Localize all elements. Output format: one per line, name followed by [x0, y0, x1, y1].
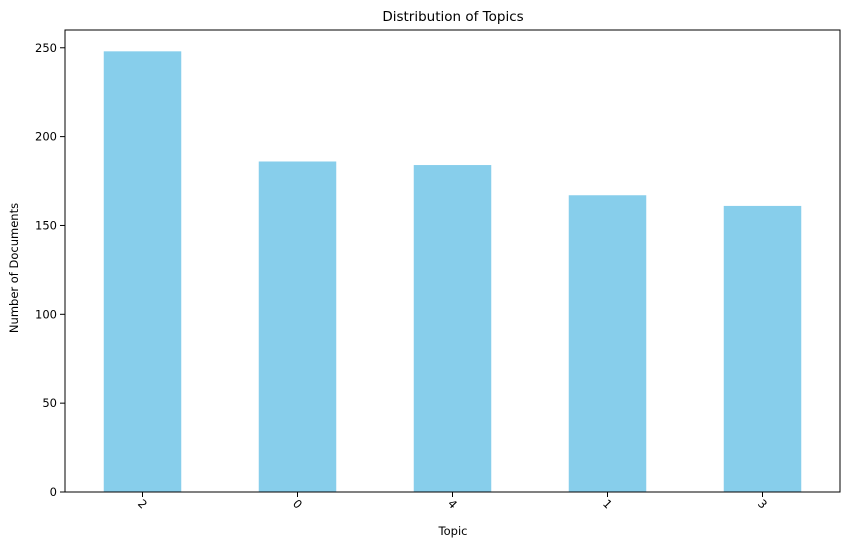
x-tick-label: 2	[135, 496, 150, 511]
x-tick-label: 3	[755, 496, 770, 511]
y-tick-label: 250	[35, 41, 57, 55]
x-tick-label: 1	[600, 496, 615, 511]
y-tick-label: 150	[35, 218, 57, 232]
y-tick-label: 0	[50, 485, 57, 499]
bar-0	[258, 161, 337, 492]
x-axis-label: Topic	[438, 524, 468, 538]
plot-area: 0 50 100 150 200 250 2 0 4 1 3	[35, 29, 841, 512]
bar-4	[413, 165, 492, 493]
bar-3	[723, 205, 802, 492]
y-tick-label: 100	[35, 307, 57, 321]
y-axis-label: Number of Documents	[7, 203, 21, 333]
y-tick-label: 200	[35, 130, 57, 144]
bar-1	[568, 195, 647, 492]
x-tick-label: 4	[445, 496, 460, 511]
bar-2	[103, 51, 182, 492]
y-tick-label: 50	[42, 396, 57, 410]
chart-title: Distribution of Topics	[382, 9, 523, 25]
x-tick-label: 0	[290, 496, 305, 511]
